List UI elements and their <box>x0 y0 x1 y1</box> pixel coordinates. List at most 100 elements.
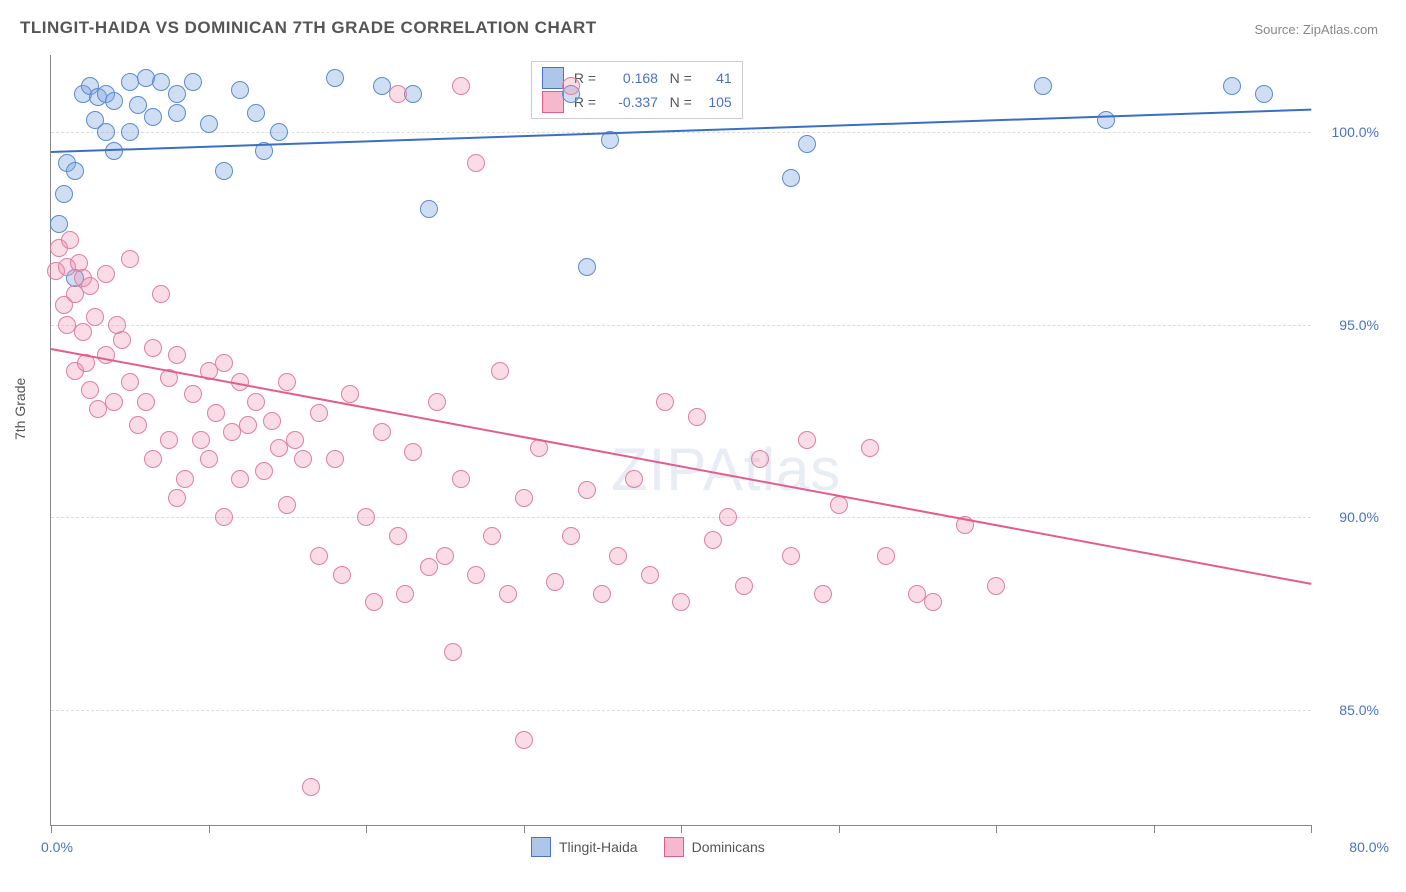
legend-label: Tlingit-Haida <box>559 839 638 855</box>
y-tick-label: 90.0% <box>1339 509 1379 525</box>
data-point <box>609 547 627 565</box>
data-point <box>97 123 115 141</box>
data-point <box>105 393 123 411</box>
data-point <box>389 85 407 103</box>
gridline <box>51 132 1311 133</box>
data-point <box>389 527 407 545</box>
data-point <box>200 115 218 133</box>
data-point <box>121 373 139 391</box>
data-point <box>326 69 344 87</box>
data-point <box>168 85 186 103</box>
data-point <box>491 362 509 380</box>
data-point <box>255 462 273 480</box>
data-point <box>467 566 485 584</box>
x-axis-min-label: 0.0% <box>41 839 73 855</box>
data-point <box>420 558 438 576</box>
legend-item: Tlingit-Haida <box>531 837 638 857</box>
x-tick <box>209 825 210 833</box>
data-point <box>719 508 737 526</box>
data-point <box>74 323 92 341</box>
data-point <box>333 566 351 584</box>
data-point <box>121 123 139 141</box>
data-point <box>861 439 879 457</box>
data-point <box>987 577 1005 595</box>
data-point <box>656 393 674 411</box>
data-point <box>798 135 816 153</box>
x-tick <box>524 825 525 833</box>
data-point <box>396 585 414 603</box>
data-point <box>168 104 186 122</box>
data-point <box>81 277 99 295</box>
data-point <box>798 431 816 449</box>
data-point <box>168 346 186 364</box>
data-point <box>86 308 104 326</box>
y-tick-label: 85.0% <box>1339 702 1379 718</box>
y-tick-label: 100.0% <box>1332 124 1379 140</box>
data-point <box>404 443 422 461</box>
data-point <box>373 423 391 441</box>
data-point <box>782 169 800 187</box>
chart-plot-area: ZIPAtlas 0.0% 80.0% R = 0.168 N = 41 R =… <box>50 55 1311 826</box>
x-tick <box>366 825 367 833</box>
data-point <box>168 489 186 507</box>
data-point <box>782 547 800 565</box>
data-point <box>341 385 359 403</box>
data-point <box>515 489 533 507</box>
data-point <box>105 92 123 110</box>
data-point <box>215 508 233 526</box>
data-point <box>144 108 162 126</box>
data-point <box>704 531 722 549</box>
data-point <box>66 162 84 180</box>
data-point <box>1097 111 1115 129</box>
data-point <box>152 73 170 91</box>
data-point <box>404 85 422 103</box>
data-point <box>97 265 115 283</box>
legend-swatch <box>531 837 551 857</box>
source-attribution: Source: ZipAtlas.com <box>1254 22 1378 37</box>
data-point <box>192 431 210 449</box>
data-point <box>247 104 265 122</box>
data-point <box>144 339 162 357</box>
data-point <box>105 142 123 160</box>
x-tick <box>681 825 682 833</box>
data-point <box>207 404 225 422</box>
series-legend: Tlingit-HaidaDominicans <box>531 837 765 857</box>
data-point <box>499 585 517 603</box>
data-point <box>420 200 438 218</box>
data-point <box>137 393 155 411</box>
data-point <box>263 412 281 430</box>
legend-swatch <box>664 837 684 857</box>
data-point <box>751 450 769 468</box>
x-tick <box>839 825 840 833</box>
data-point <box>593 585 611 603</box>
data-point <box>113 331 131 349</box>
x-tick <box>1154 825 1155 833</box>
data-point <box>814 585 832 603</box>
data-point <box>55 185 73 203</box>
data-point <box>294 450 312 468</box>
data-point <box>302 778 320 796</box>
data-point <box>428 393 446 411</box>
gridline <box>51 710 1311 711</box>
data-point <box>672 593 690 611</box>
data-point <box>129 416 147 434</box>
data-point <box>184 385 202 403</box>
data-point <box>215 354 233 372</box>
gridline <box>51 325 1311 326</box>
data-point <box>144 450 162 468</box>
data-point <box>546 573 564 591</box>
data-point <box>688 408 706 426</box>
data-point <box>310 547 328 565</box>
data-point <box>444 643 462 661</box>
data-point <box>877 547 895 565</box>
data-point <box>436 547 454 565</box>
data-point <box>239 416 257 434</box>
legend-text: R = 0.168 N = 41 <box>570 70 732 86</box>
data-point <box>200 450 218 468</box>
y-tick-label: 95.0% <box>1339 317 1379 333</box>
data-point <box>578 258 596 276</box>
legend-swatch <box>542 67 564 89</box>
data-point <box>121 250 139 268</box>
data-point <box>231 81 249 99</box>
data-point <box>735 577 753 595</box>
